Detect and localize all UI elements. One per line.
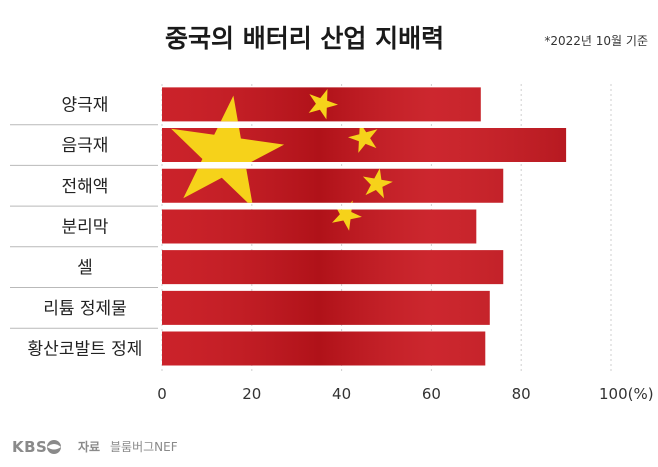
category-label: 리튬 정제물	[43, 299, 127, 319]
x-tick-label: 60	[422, 385, 441, 403]
flag-fill	[162, 87, 567, 366]
row-separators	[10, 124, 158, 329]
x-tick-label: 80	[512, 385, 531, 403]
kbs-logo-mark	[47, 440, 61, 454]
x-tick-label: 0	[157, 385, 167, 403]
category-label: 양극재	[62, 95, 109, 115]
source-value: 블룸버그NEF	[110, 440, 178, 454]
x-tick-label: 100(%)	[599, 385, 654, 403]
category-label: 황산코발트 정제	[28, 340, 143, 360]
kbs-logo: KBS	[12, 438, 47, 456]
chart-title: 중국의 배터리 산업 지배력	[165, 24, 444, 53]
category-label: 셀	[77, 258, 93, 278]
small-star	[362, 168, 393, 199]
x-tick-label: 40	[332, 385, 351, 403]
flag-shading	[162, 87, 567, 366]
category-label: 전해액	[62, 177, 109, 197]
category-label: 분리막	[62, 217, 109, 237]
flag-stars	[171, 89, 393, 231]
category-label: 음극재	[62, 136, 109, 156]
x-tick-label: 20	[242, 385, 261, 403]
date-note: *2022년 10월 기준	[544, 34, 648, 48]
small-star	[308, 89, 338, 120]
footer: KBS 자료 블룸버그NEF	[12, 438, 178, 456]
source-label: 자료	[78, 439, 100, 454]
large-star	[171, 95, 285, 208]
flag-bars	[162, 87, 567, 366]
x-axis-ticks: 0 20 40 60 80 100(%)	[157, 385, 653, 403]
small-star	[348, 122, 378, 153]
